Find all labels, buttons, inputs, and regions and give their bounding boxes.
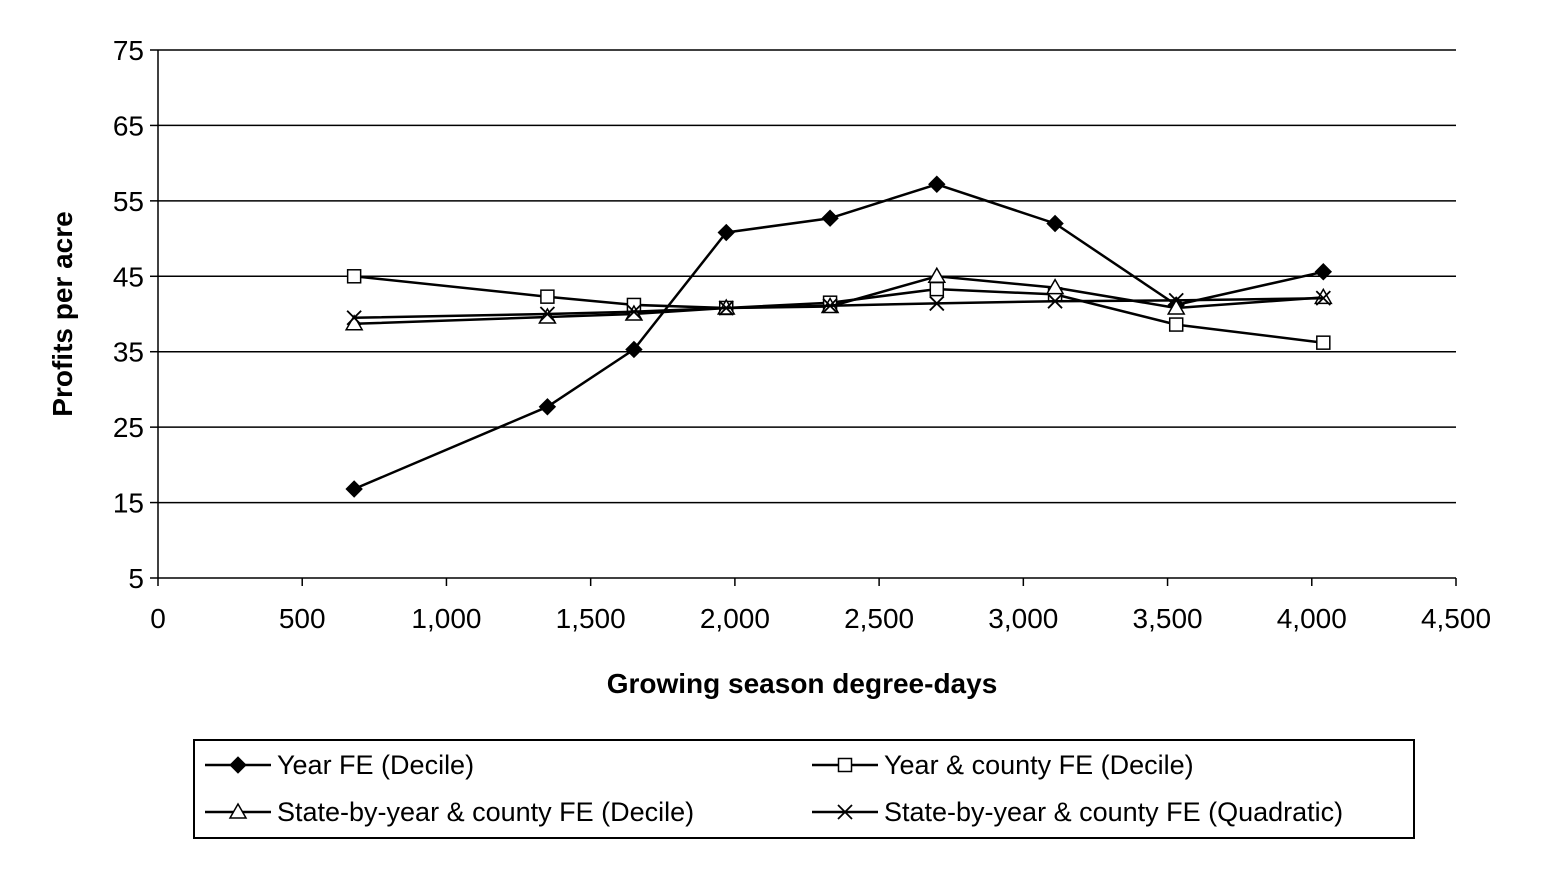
y-tick-label: 25 [113, 412, 144, 443]
data-point [1046, 214, 1064, 233]
data-point [1314, 263, 1333, 281]
x-tick-label: 2,500 [844, 603, 914, 634]
data-point [822, 298, 838, 314]
data-point [1316, 335, 1331, 350]
data-point [345, 480, 363, 498]
x-tick-label: 1,000 [411, 603, 481, 634]
legend: Year FE (Decile) Year & county FE (Decile… [193, 739, 1415, 839]
data-point [717, 223, 735, 242]
legend-item-1: Year FE (Decile) [205, 750, 474, 780]
data-point [1168, 292, 1184, 309]
x-tick-label: 4,000 [1277, 603, 1347, 634]
x-tick-label: 3,000 [988, 603, 1058, 634]
data-point [718, 300, 734, 316]
legend-marker [837, 804, 853, 820]
legend-label: State-by-year & county FE (Decile) [277, 797, 694, 827]
legend-marker [837, 757, 853, 773]
legend-item-3: State-by-year & county FE (Decile) [205, 797, 694, 827]
data-point [1047, 293, 1063, 309]
data-point [1314, 287, 1333, 305]
x-tick-label: 4,500 [1421, 603, 1491, 634]
data-point [346, 310, 362, 326]
series-layer [344, 175, 1333, 498]
x-axis-title: Growing season degree-days [607, 668, 998, 699]
data-point [538, 307, 557, 324]
legend-label: Year & county FE (Decile) [884, 750, 1194, 780]
y-tick-label: 65 [113, 110, 144, 141]
x-tick-label: 1,500 [556, 603, 626, 634]
data-point [1315, 290, 1331, 306]
series-1 [345, 175, 1333, 498]
legend-item-4: State-by-year & county FE (Quadratic) [812, 797, 1343, 827]
data-point [928, 175, 946, 193]
y-tick-label: 45 [113, 261, 144, 292]
y-tick-label: 55 [113, 186, 144, 217]
data-point [929, 295, 945, 312]
data-point [927, 266, 947, 284]
series-line-1 [353, 183, 1324, 491]
data-point [626, 304, 642, 320]
x-tick-label: 2,000 [700, 603, 770, 634]
data-point [625, 340, 643, 359]
data-point [346, 269, 362, 284]
tick-labels: 5 15 25 35 45 55 65 75 0 500 1,000 1,500 2,000 2,500 3… [113, 35, 1491, 634]
data-point [929, 281, 945, 297]
x-tick-label: 0 [150, 603, 166, 634]
y-tick-label: 35 [113, 337, 144, 368]
data-point [539, 306, 556, 322]
legend-item-2: Year & county FE (Decile) [812, 750, 1194, 780]
data-point [538, 398, 557, 416]
x-tick-label: 3,500 [1133, 603, 1203, 634]
legend-marker [229, 756, 247, 774]
data-point [540, 289, 555, 304]
data-point [1168, 317, 1184, 332]
data-point [821, 209, 839, 227]
x-tick-label: 500 [279, 603, 326, 634]
y-axis-title: Profits per acre [47, 211, 78, 416]
data-point [1045, 278, 1065, 295]
data-point [1166, 298, 1186, 315]
series-4 [346, 290, 1331, 326]
legend-label: State-by-year & county FE (Quadratic) [884, 797, 1343, 827]
legend-frame [193, 739, 1415, 839]
legend-marker [228, 802, 248, 819]
axes [150, 49, 1457, 586]
y-tick-label: 5 [128, 563, 144, 594]
gridlines [158, 49, 1456, 504]
y-tick-label: 15 [113, 488, 144, 519]
y-tick-label: 75 [113, 35, 144, 66]
legend-label: Year FE (Decile) [277, 750, 474, 780]
